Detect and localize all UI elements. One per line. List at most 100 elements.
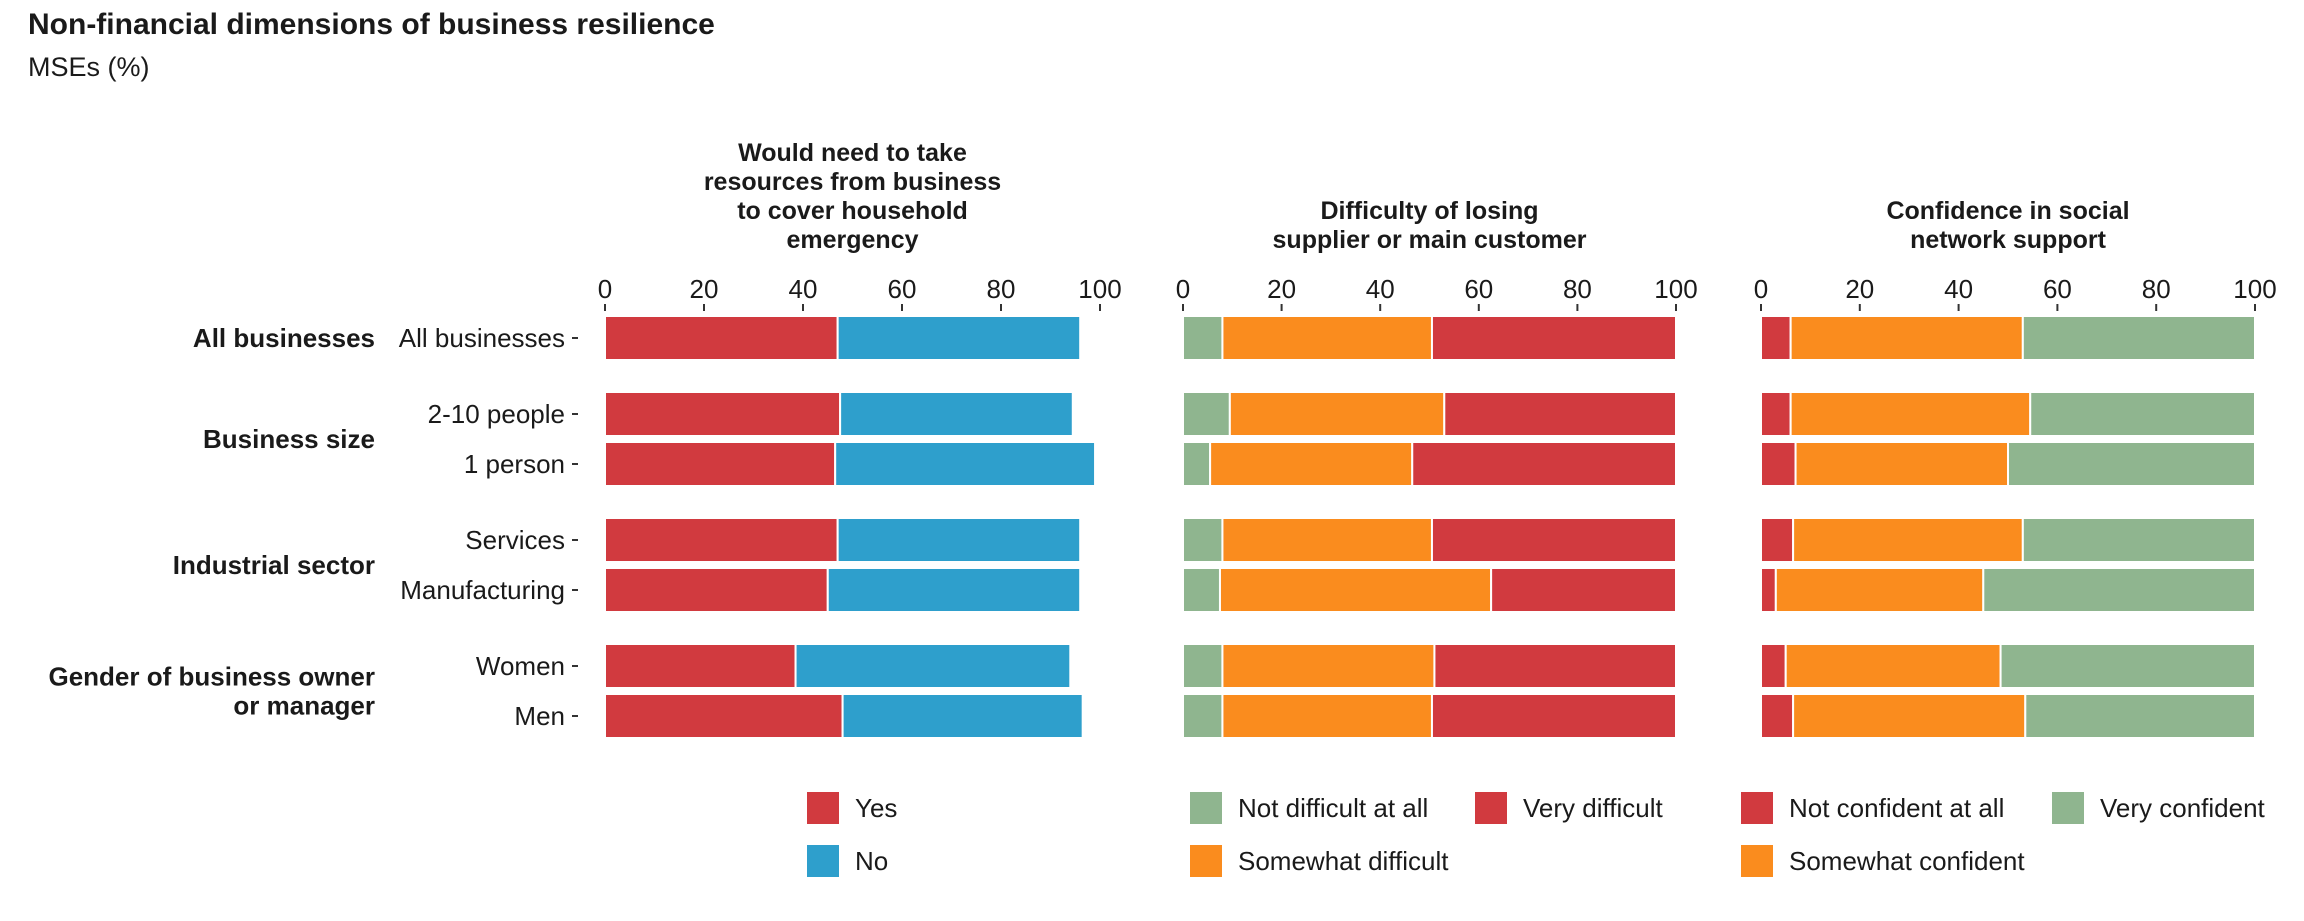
bar-p2-all-businesses-not-difficult-at-all: [1182, 315, 1224, 361]
legend-swatch-no: [807, 845, 839, 877]
bar-p3-services-somewhat-confident: [1792, 517, 2024, 563]
bar-p3-services-not-confident-at-all: [1760, 517, 1795, 563]
bar-p3-1-person-very-confident: [2007, 441, 2256, 487]
bar-p3-women-somewhat-confident: [1784, 643, 2002, 689]
bar-p3-1-person-not-confident-at-all: [1760, 441, 1797, 487]
legend-label-somewhat-confident: Somewhat confident: [1789, 846, 2025, 876]
bar-p2-services-somewhat-difficult: [1221, 517, 1433, 563]
bar-p2-women-very-difficult: [1433, 643, 1678, 689]
category-label-all-businesses: All businesses: [399, 323, 565, 353]
x-tick-label-p2-60: 60: [1464, 274, 1493, 304]
group-label-all-businesses: All businesses: [193, 323, 375, 353]
bar-p2-1-person-not-difficult-at-all: [1182, 441, 1212, 487]
x-tick-label-p3-0: 0: [1754, 274, 1768, 304]
x-tick-label-p1-60: 60: [888, 274, 917, 304]
legend-swatch-somewhat-confident: [1741, 845, 1773, 877]
bar-p2-all-businesses-very-difficult: [1430, 315, 1677, 361]
legend-label-yes: Yes: [855, 793, 897, 823]
x-tick-label-p1-0: 0: [598, 274, 612, 304]
legend-label-very-confident: Very confident: [2100, 793, 2266, 823]
bar-p2-manufacturing-not-difficult-at-all: [1182, 567, 1221, 613]
bar-p2-men-not-difficult-at-all: [1182, 693, 1224, 739]
bar-p1-women-no: [794, 643, 1072, 689]
bar-p2-manufacturing-somewhat-difficult: [1218, 567, 1493, 613]
bar-p3-women-not-confident-at-all: [1760, 643, 1787, 689]
bar-p2-men-somewhat-difficult: [1221, 693, 1433, 739]
bar-p3-all-businesses-very-confident: [2021, 315, 2256, 361]
panel-title-2: Difficulty of losing supplier or main cus…: [1273, 197, 1587, 254]
x-tick-label-p3-60: 60: [2043, 274, 2072, 304]
legend-swatch-yes: [807, 792, 839, 824]
chart-subtitle: MSEs (%): [28, 52, 150, 82]
group-label-gender-of-business-owner-or-manager: Gender of business owner or manager: [48, 662, 375, 721]
x-tick-label-p3-100: 100: [2233, 274, 2276, 304]
legend-label-somewhat-difficult: Somewhat difficult: [1238, 846, 1449, 876]
bar-p2-manufacturing-very-difficult: [1490, 567, 1677, 613]
x-tick-label-p1-40: 40: [789, 274, 818, 304]
bar-p2-women-not-difficult-at-all: [1182, 643, 1224, 689]
category-label-manufacturing: Manufacturing: [400, 575, 565, 605]
panel-title-3: Confidence in social network support: [1886, 197, 2129, 254]
bar-p1-services-no: [836, 517, 1082, 563]
bar-p2-services-very-difficult: [1430, 517, 1677, 563]
bar-p1-services-yes: [604, 517, 839, 563]
bar-p2-2-10-people-very-difficult: [1443, 391, 1678, 437]
bar-p2-1-person-somewhat-difficult: [1209, 441, 1414, 487]
category-label-women: Women: [476, 651, 565, 681]
legend-label-no: No: [855, 846, 888, 876]
bar-p3-women-very-confident: [1999, 643, 2256, 689]
bar-p3-all-businesses-not-confident-at-all: [1760, 315, 1792, 361]
category-label-men: Men: [514, 701, 565, 731]
legend-swatch-not-difficult-at-all: [1190, 792, 1222, 824]
legend-swatch-very-confident: [2052, 792, 2084, 824]
bar-p1-men-no: [841, 693, 1084, 739]
chart-title: Non-financial dimensions of business res…: [28, 8, 715, 41]
bar-p1-1-person-yes: [604, 441, 837, 487]
x-tick-label-p3-40: 40: [1944, 274, 1973, 304]
legend-swatch-somewhat-difficult: [1190, 845, 1222, 877]
bar-p1-manufacturing-yes: [604, 567, 829, 613]
bar-p1-women-yes: [604, 643, 797, 689]
bar-p1-1-person-no: [834, 441, 1097, 487]
x-tick-label-p1-20: 20: [690, 274, 719, 304]
x-tick-label-p1-100: 100: [1078, 274, 1121, 304]
group-label-industrial-sector: Industrial sector: [173, 550, 375, 580]
bar-p1-manufacturing-no: [826, 567, 1082, 613]
bar-p2-1-person-very-difficult: [1411, 441, 1677, 487]
panel-title-1: Would need to take resources from busines…: [704, 139, 1001, 254]
legend-label-very-difficult: Very difficult: [1523, 793, 1663, 823]
bar-p3-2-10-people-not-confident-at-all: [1760, 391, 1792, 437]
legend-swatch-very-difficult: [1475, 792, 1507, 824]
bar-p2-services-not-difficult-at-all: [1182, 517, 1224, 563]
bar-p2-2-10-people-not-difficult-at-all: [1182, 391, 1231, 437]
bar-p3-1-person-somewhat-confident: [1794, 441, 2009, 487]
legend-swatch-not-confident-at-all: [1741, 792, 1773, 824]
x-tick-label-p2-0: 0: [1176, 274, 1190, 304]
category-label-1-person: 1 person: [464, 449, 565, 479]
bar-p1-2-10-people-no: [839, 391, 1074, 437]
x-tick-label-p3-80: 80: [2142, 274, 2171, 304]
legend-label-not-confident-at-all: Not confident at all: [1789, 793, 2004, 823]
category-label-services: Services: [465, 525, 565, 555]
bar-p3-2-10-people-somewhat-confident: [1789, 391, 2032, 437]
bar-p3-men-not-confident-at-all: [1760, 693, 1795, 739]
category-label-2-10-people: 2-10 people: [428, 399, 565, 429]
bar-p2-all-businesses-somewhat-difficult: [1221, 315, 1433, 361]
bar-p1-all-businesses-no: [836, 315, 1082, 361]
bar-p2-2-10-people-somewhat-difficult: [1228, 391, 1446, 437]
bar-p2-men-very-difficult: [1430, 693, 1677, 739]
bar-p3-all-businesses-somewhat-confident: [1789, 315, 2024, 361]
bar-p3-services-very-confident: [2021, 517, 2256, 563]
bar-p3-manufacturing-not-confident-at-all: [1760, 567, 1777, 613]
bar-p3-2-10-people-very-confident: [2029, 391, 2256, 437]
bar-p3-manufacturing-very-confident: [1982, 567, 2257, 613]
x-tick-label-p2-100: 100: [1654, 274, 1697, 304]
bar-p1-all-businesses-yes: [604, 315, 839, 361]
bar-p3-men-somewhat-confident: [1792, 693, 2027, 739]
x-tick-label-p2-80: 80: [1563, 274, 1592, 304]
bar-p3-manufacturing-somewhat-confident: [1774, 567, 1985, 613]
x-tick-label-p2-40: 40: [1366, 274, 1395, 304]
legend-label-not-difficult-at-all: Not difficult at all: [1238, 793, 1428, 823]
